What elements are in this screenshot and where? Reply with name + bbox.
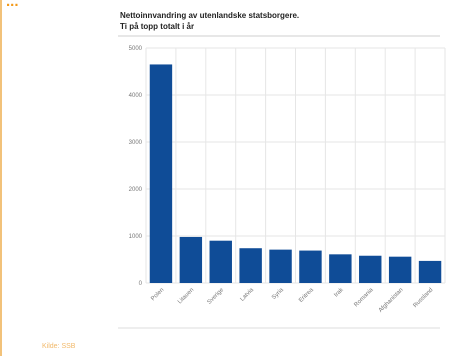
bar	[299, 250, 322, 283]
y-tick-label: 1000	[129, 234, 143, 240]
y-tick-label: 4000	[129, 93, 143, 99]
x-tick-label: Romania	[353, 287, 375, 309]
bar	[359, 255, 382, 283]
x-tick-label: Afghanistan	[378, 287, 405, 314]
bar	[418, 260, 442, 283]
source-label: Kilde: SSB	[42, 343, 76, 350]
bar	[388, 256, 412, 283]
chart-title-line-1: Nettoinnvandring av utenlandske statsbor…	[120, 11, 300, 20]
x-tick-label: Litauen	[177, 287, 195, 305]
x-tick-label: Russland	[413, 287, 435, 309]
bar	[209, 240, 232, 283]
x-tick-label: Syria	[271, 287, 285, 301]
x-tick-label: Polen	[150, 287, 165, 302]
frame-border	[0, 0, 2, 356]
bar	[149, 64, 173, 283]
x-tick-label: Latvia	[239, 287, 255, 303]
y-tick-label: 3000	[129, 140, 143, 146]
y-axis-ticks: 0 1000 2000 3000 4000 5000	[129, 46, 143, 287]
x-axis-ticks: Polen Litauen Sverige Latvia Syria Eritrea Ira…	[150, 286, 434, 313]
y-tick-label: 5000	[129, 46, 143, 52]
x-tick-label: Sverige	[207, 287, 226, 306]
bar	[269, 249, 292, 283]
section-heading: ...	[6, 0, 19, 10]
chart-title-line-2: Ti på topp totalt i år	[120, 22, 195, 31]
chart-bars	[149, 64, 442, 283]
x-tick-label: Eritrea	[298, 287, 315, 304]
bar	[239, 248, 262, 283]
y-tick-label: 2000	[129, 187, 143, 193]
y-tick-label: 0	[139, 281, 143, 287]
bar	[329, 254, 352, 283]
bar	[179, 236, 203, 283]
x-tick-label: Irak	[333, 286, 345, 298]
